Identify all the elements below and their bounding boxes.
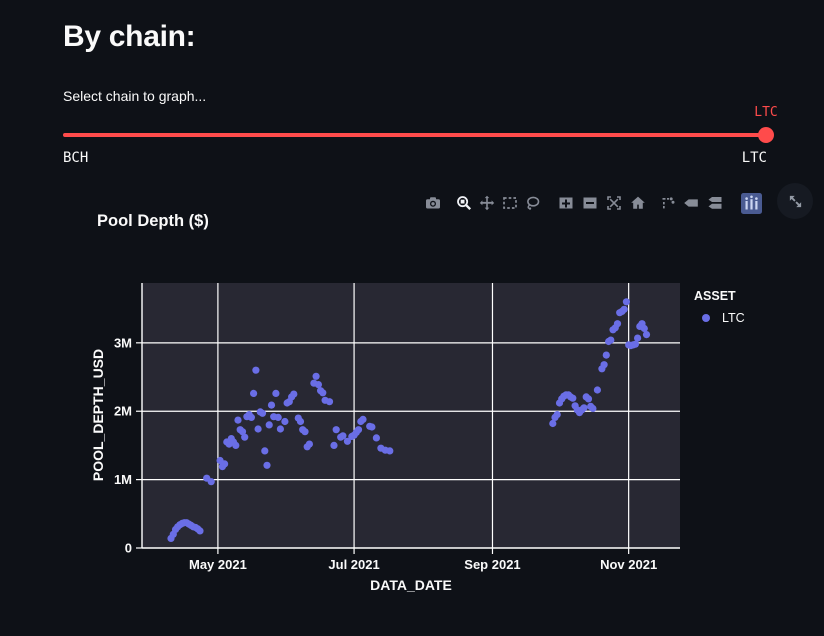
data-point[interactable] (276, 425, 284, 433)
fullscreen-expand-icon[interactable] (777, 183, 813, 219)
data-point[interactable] (252, 366, 260, 374)
data-point[interactable] (372, 434, 380, 442)
data-point[interactable] (620, 305, 628, 313)
legend-title: ASSET (694, 289, 736, 303)
spikelines-icon[interactable] (659, 195, 676, 212)
data-point[interactable] (631, 340, 640, 348)
x-tick-label: Sep 2021 (464, 557, 520, 572)
data-point[interactable] (290, 390, 298, 398)
chain-slider-track[interactable] (63, 133, 767, 137)
plot-background[interactable] (142, 283, 680, 548)
data-point[interactable] (301, 428, 309, 436)
data-point[interactable] (332, 426, 340, 434)
camera-icon[interactable] (424, 195, 441, 212)
slider-min-label: BCH (63, 150, 89, 166)
data-point[interactable] (232, 441, 240, 449)
y-tick-label: 3M (114, 335, 132, 350)
data-point[interactable] (600, 361, 608, 369)
data-point[interactable] (593, 386, 602, 394)
data-point[interactable] (296, 417, 305, 426)
zoom-in-icon[interactable] (557, 195, 574, 212)
data-point[interactable] (261, 447, 269, 455)
data-point[interactable] (607, 336, 615, 344)
hover-compare-icon[interactable] (706, 195, 723, 212)
data-point[interactable] (330, 441, 338, 449)
data-point[interactable] (325, 398, 334, 406)
data-point[interactable] (584, 395, 593, 403)
pan-icon[interactable] (478, 195, 495, 212)
data-point[interactable] (569, 394, 577, 402)
slider-max-label: LTC (741, 150, 767, 166)
x-tick-label: Nov 2021 (600, 557, 657, 572)
data-point[interactable] (281, 417, 289, 426)
slider-value-label: LTC (754, 105, 778, 120)
data-point[interactable] (272, 389, 280, 397)
y-tick-label: 2M (114, 404, 132, 419)
data-point[interactable] (314, 381, 322, 389)
data-point[interactable] (267, 401, 276, 409)
lasso-select-icon[interactable] (524, 195, 541, 212)
data-point[interactable] (274, 413, 282, 421)
data-point[interactable] (254, 425, 262, 433)
page-title: By chain: (63, 20, 196, 53)
x-tick-label: Jul 2021 (328, 557, 379, 572)
data-point[interactable] (359, 415, 367, 423)
legend-item-label: LTC (722, 311, 745, 325)
data-point[interactable] (312, 372, 320, 380)
data-point[interactable] (339, 432, 347, 440)
data-point[interactable] (263, 461, 271, 469)
plotly-modebar (424, 192, 762, 214)
data-point[interactable] (368, 423, 376, 431)
data-point[interactable] (238, 428, 247, 436)
data-point[interactable] (250, 389, 258, 397)
data-point[interactable] (258, 409, 267, 417)
data-point[interactable] (234, 416, 242, 424)
data-point[interactable] (642, 331, 651, 339)
data-point[interactable] (207, 478, 215, 486)
data-point[interactable] (305, 440, 313, 448)
zoom-icon[interactable] (455, 195, 472, 212)
data-point[interactable] (640, 324, 648, 333)
data-point[interactable] (549, 419, 557, 428)
data-point[interactable] (247, 413, 255, 421)
chain-slider-thumb[interactable] (758, 127, 774, 143)
data-point[interactable] (386, 447, 394, 455)
data-point[interactable] (602, 351, 610, 359)
plotly-logo-icon[interactable] (741, 192, 762, 214)
x-tick-label: May 2021 (189, 557, 247, 572)
data-point[interactable] (589, 404, 597, 413)
legend-item-ltc[interactable]: LTC (694, 311, 745, 325)
box-select-icon[interactable] (501, 195, 518, 212)
data-point[interactable] (553, 411, 561, 419)
data-point[interactable] (319, 389, 327, 397)
data-point[interactable] (622, 298, 631, 306)
data-point[interactable] (580, 404, 588, 412)
data-point[interactable] (196, 527, 204, 535)
slider-caption: Select chain to graph... (63, 88, 207, 104)
data-point[interactable] (241, 433, 249, 441)
chart-title: Pool Depth ($) (97, 212, 209, 230)
chart-legend: ASSET LTC (694, 289, 745, 325)
data-point[interactable] (265, 421, 273, 429)
y-tick-label: 1M (114, 472, 132, 487)
y-tick-label: 0 (125, 541, 132, 556)
data-point[interactable] (354, 426, 363, 434)
hover-closest-icon[interactable] (682, 195, 699, 212)
autoscale-icon[interactable] (605, 195, 622, 212)
data-point[interactable] (343, 437, 351, 445)
zoom-out-icon[interactable] (581, 195, 598, 212)
x-axis-title: DATA_DATE (370, 577, 452, 593)
data-point[interactable] (221, 460, 229, 468)
legend-marker-icon (702, 314, 710, 322)
data-point[interactable] (634, 334, 642, 342)
reset-axes-home-icon[interactable] (629, 195, 646, 212)
data-point[interactable] (613, 320, 622, 328)
